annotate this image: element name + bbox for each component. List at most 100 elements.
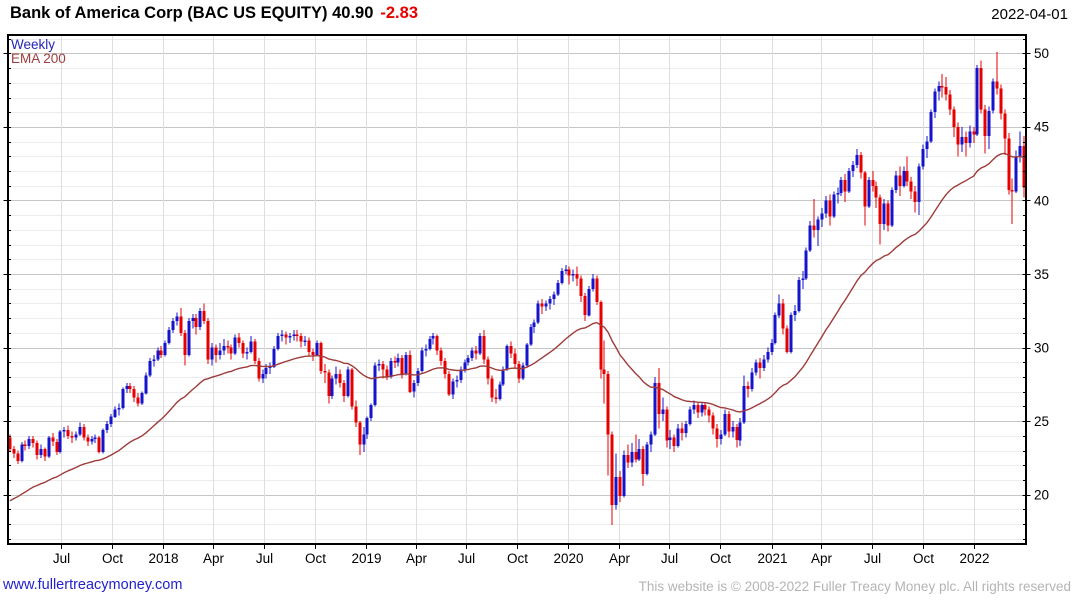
candle (707, 406, 711, 423)
candle (494, 388, 498, 404)
candle (424, 344, 428, 357)
candle (233, 334, 237, 355)
candle (144, 372, 148, 395)
legend-ema: EMA 200 (11, 51, 66, 66)
candle (16, 450, 20, 464)
website-link[interactable]: www.fullertreacymoney.com (3, 577, 183, 593)
candle (824, 196, 828, 219)
candle (641, 446, 645, 486)
candle (276, 332, 280, 351)
candle (245, 347, 249, 360)
candle (902, 166, 906, 188)
candle (855, 149, 859, 169)
y-axis-label: 50 (1034, 46, 1049, 61)
candle (521, 362, 525, 380)
candle (839, 177, 843, 197)
candle (486, 356, 490, 385)
candle (241, 340, 245, 358)
candle (602, 340, 606, 404)
candle (735, 424, 739, 448)
candle (478, 332, 482, 355)
candle (334, 366, 338, 385)
candle (622, 450, 626, 498)
candle (280, 330, 284, 342)
candle (882, 199, 886, 230)
candle (653, 377, 657, 436)
candle (509, 341, 513, 358)
candle (816, 216, 820, 247)
candle (540, 299, 544, 314)
candle (156, 347, 160, 361)
candle (583, 293, 587, 322)
candle (972, 126, 976, 144)
candle (117, 403, 121, 416)
candle (952, 106, 956, 138)
candle (362, 427, 366, 453)
candle (863, 171, 867, 226)
candle (948, 90, 952, 116)
candle (342, 380, 346, 402)
x-axis-label: 2018 (148, 551, 178, 566)
candle (167, 327, 171, 345)
candle (58, 430, 62, 454)
candle (696, 402, 700, 419)
candle (295, 330, 299, 342)
candle (354, 400, 358, 427)
candle (614, 453, 618, 510)
candle (191, 313, 195, 329)
instrument-and-price: Bank of America Corp (BAC US EQUITY) 40.… (10, 4, 374, 22)
candle (983, 104, 987, 154)
candle (684, 421, 688, 438)
candle (668, 430, 672, 450)
candle (731, 421, 735, 438)
chart-date: 2022-04-01 (991, 6, 1068, 23)
candle (575, 266, 579, 286)
candle (894, 171, 898, 194)
candle (420, 347, 424, 373)
candle (1003, 109, 1007, 155)
x-axis-label: Oct (102, 551, 123, 566)
candle (793, 304, 797, 322)
candle (51, 432, 55, 447)
candle (851, 160, 855, 177)
candle (20, 441, 24, 463)
candle (470, 347, 474, 361)
candle (917, 163, 921, 216)
legend-weekly: Weekly (11, 37, 56, 52)
candle (439, 347, 443, 366)
candle (859, 152, 863, 179)
candle (307, 337, 311, 357)
candle (692, 400, 696, 414)
candle (742, 375, 746, 425)
candle (1022, 135, 1026, 198)
candle (836, 187, 840, 204)
candle (715, 424, 719, 448)
candle (1010, 178, 1014, 224)
candle (498, 381, 502, 401)
candle (781, 299, 785, 335)
candle (898, 166, 902, 197)
candle (292, 330, 296, 341)
candle (323, 363, 327, 383)
candle (843, 174, 847, 202)
candle (766, 347, 770, 363)
candle (1007, 132, 1011, 195)
candle (447, 371, 451, 397)
candle (532, 319, 536, 333)
candle (808, 221, 812, 252)
candle (878, 194, 882, 245)
candle (377, 359, 381, 372)
candle (606, 371, 610, 476)
candle (564, 265, 568, 275)
candle (672, 434, 676, 453)
candle (560, 268, 564, 285)
candle (459, 366, 463, 383)
candle (801, 271, 805, 289)
candle (649, 431, 653, 453)
candle (74, 431, 78, 441)
ema-line (9, 152, 1025, 502)
candle (466, 355, 470, 366)
candle (55, 438, 59, 455)
candle (975, 65, 979, 136)
